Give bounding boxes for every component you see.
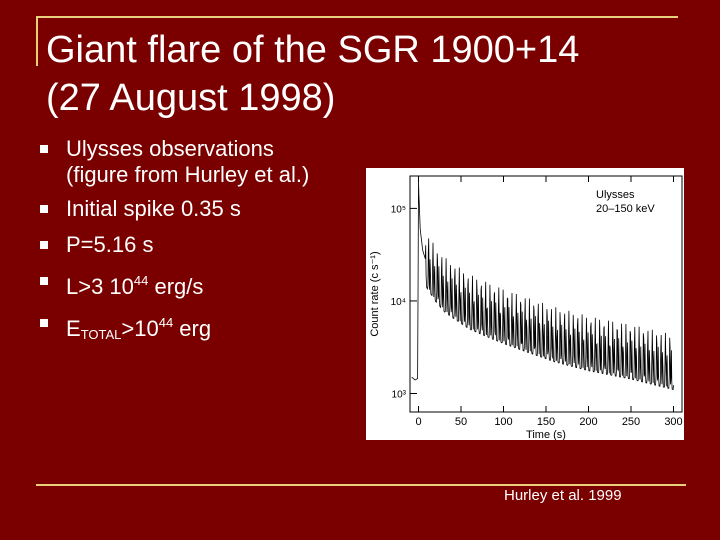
square-bullet-icon <box>40 145 48 153</box>
square-bullet-icon <box>40 241 48 249</box>
title-line-2: (27 August 1998) <box>46 77 336 119</box>
bullet-luminosity: L>3 1044 erg/s <box>40 268 376 300</box>
bullet-energy-exponent: 44 <box>158 315 174 330</box>
bullet-list: Ulysses observations (figure from Hurley… <box>40 136 376 358</box>
bullet-luminosity-suffix: erg/s <box>148 274 204 299</box>
bottom-rule <box>36 484 686 486</box>
square-bullet-icon <box>40 319 48 327</box>
top-rule <box>36 16 678 18</box>
figure-credit: Hurley et al. 1999 <box>504 487 622 504</box>
x-tick-label: 150 <box>537 416 555 428</box>
x-axis-label: Time (s) <box>526 429 566 440</box>
x-tick-label: 200 <box>579 416 597 428</box>
slide-title: Giant flare of the SGR 1900+14 (27 Augus… <box>46 26 579 122</box>
x-tick-label: 50 <box>455 416 467 428</box>
bullet-energy-base: E <box>66 316 81 341</box>
bullet-luminosity-prefix: L>3 10 <box>66 274 134 299</box>
bullet-energy-subscript: TOTAL <box>80 327 122 342</box>
x-tick-label: 300 <box>664 416 682 428</box>
bullet-ulysses-line1: Ulysses observations <box>66 136 274 161</box>
y-axis-label: Count rate (c s⁻¹) <box>369 251 381 336</box>
left-rule <box>36 16 38 66</box>
y-tick-label: 10⁵ <box>391 204 406 215</box>
count-rate-series-line <box>411 180 674 390</box>
bullet-ulysses: Ulysses observations (figure from Hurley… <box>40 136 376 188</box>
bullet-ulysses-line2: (figure from Hurley et al.) <box>66 162 310 187</box>
light-curve-chart: 0 50 100 150 200 250 300 10³ 10⁴ 10⁵ Ulysses 20–… <box>369 175 683 441</box>
x-tick-label: 0 <box>415 416 421 428</box>
bullet-energy: ETOTAL>1044 erg <box>40 310 376 348</box>
square-bullet-icon <box>40 277 48 285</box>
title-line-1: Giant flare of the SGR 1900+14 <box>46 29 580 71</box>
bullet-energy-mid: >10 <box>121 316 159 341</box>
bullet-period-text: P=5.16 s <box>66 232 154 257</box>
bullet-period: P=5.16 s <box>40 232 376 258</box>
bullet-luminosity-exponent: 44 <box>133 273 149 288</box>
x-tick-label: 250 <box>622 416 640 428</box>
bullet-initial-spike: Initial spike 0.35 s <box>40 196 376 222</box>
y-tick-label: 10⁴ <box>391 297 406 308</box>
legend-energy-band: 20–150 keV <box>596 203 655 215</box>
legend-instrument: Ulysses <box>596 189 635 201</box>
bullet-energy-suffix: erg <box>173 316 212 341</box>
square-bullet-icon <box>40 205 48 213</box>
bullet-initial-spike-text: Initial spike 0.35 s <box>66 196 241 221</box>
light-curve-figure: 0 50 100 150 200 250 300 10³ 10⁴ 10⁵ Ulysses 20–… <box>366 168 684 441</box>
x-tick-label: 100 <box>494 416 512 428</box>
y-tick-label: 10³ <box>392 389 407 400</box>
